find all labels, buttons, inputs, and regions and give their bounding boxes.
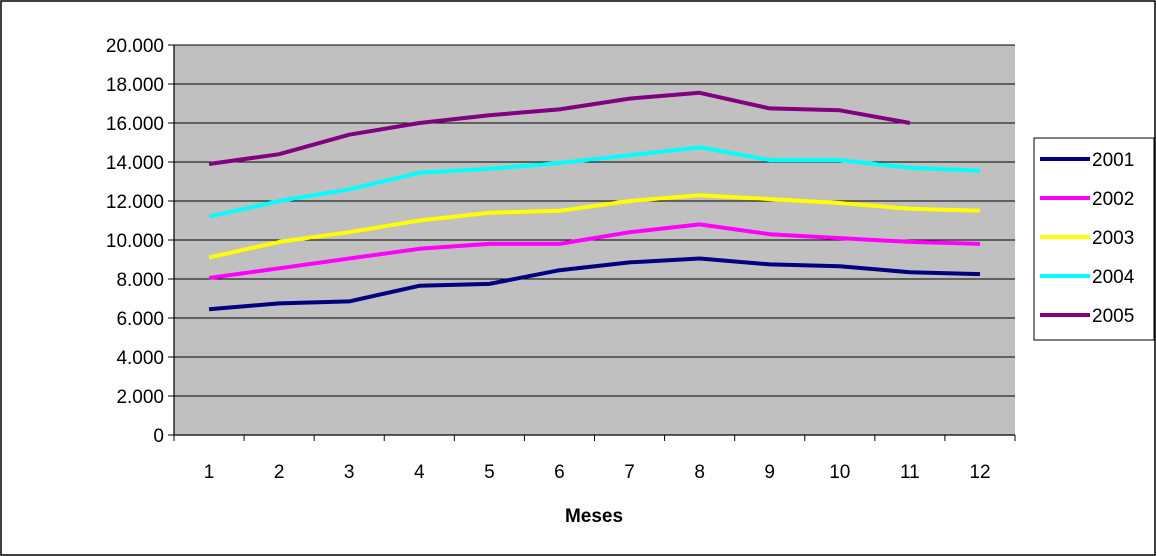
y-tick-label: 16.000 — [106, 114, 164, 135]
y-tick-label: 2.000 — [116, 387, 164, 408]
y-tick-label: 0 — [153, 426, 164, 447]
y-tick-label: 12.000 — [106, 192, 164, 213]
gridlines — [174, 44, 1015, 397]
x-tick-label: 5 — [484, 462, 495, 483]
x-tick-label: 9 — [764, 462, 775, 483]
x-tick-label: 12 — [969, 462, 990, 483]
y-tick-label: 10.000 — [106, 231, 164, 252]
legend-label-2004: 2004 — [1092, 267, 1135, 288]
x-tick-label: 10 — [829, 462, 850, 483]
series-line-2004 — [208, 145, 981, 219]
y-tick-label: 18.000 — [106, 75, 164, 96]
axes: 0 2.000 4.000 6.000 8.000 10.000 12.000 14.000 1… — [106, 36, 1016, 483]
x-tick-label: 4 — [414, 462, 425, 483]
series-line-2001 — [208, 256, 981, 312]
legend: 2001 2002 2003 2004 2005 — [1033, 137, 1155, 341]
series-line-2005 — [208, 90, 911, 166]
y-tick-label: 4.000 — [116, 348, 164, 369]
x-tick-label: 3 — [344, 462, 355, 483]
x-axis-title: Meses — [565, 506, 623, 527]
x-tick-label: 11 — [900, 462, 920, 483]
legend-label-2003: 2003 — [1092, 228, 1134, 249]
legend-label-2005: 2005 — [1092, 306, 1134, 327]
y-tick-label: 8.000 — [116, 270, 164, 291]
x-tick-label: 1 — [204, 462, 215, 483]
y-tick-label: 14.000 — [106, 153, 164, 174]
x-tick-label: 2 — [274, 462, 285, 483]
x-tick-label: 7 — [624, 462, 635, 483]
legend-label-2001: 2001 — [1092, 150, 1134, 171]
legend-label-2002: 2002 — [1092, 189, 1134, 210]
series-line-2003 — [208, 193, 981, 260]
y-tick-label: 20.000 — [106, 36, 164, 57]
y-tick-label: 6.000 — [116, 309, 164, 330]
series-lines — [208, 90, 981, 312]
x-tick-label: 8 — [694, 462, 705, 483]
series-line-2002 — [208, 222, 981, 280]
x-tick-label: 6 — [554, 462, 565, 483]
